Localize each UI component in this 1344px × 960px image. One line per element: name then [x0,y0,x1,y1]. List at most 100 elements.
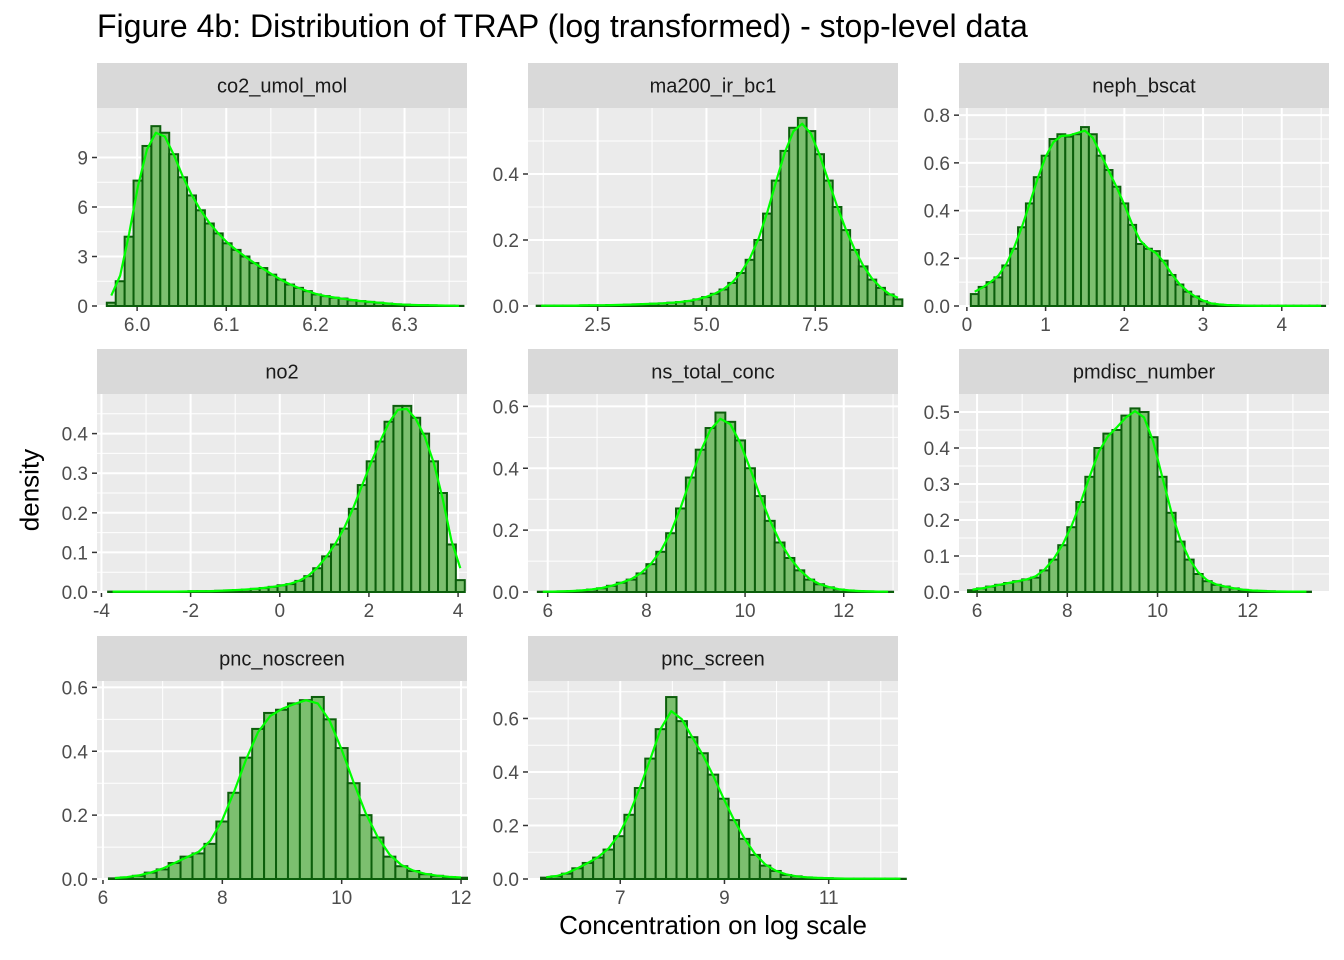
y-tick-label: 0.0 [62,583,88,604]
histogram-bar [239,756,254,880]
histogram-bar [645,563,658,593]
x-tick-label: 6 [98,888,109,909]
histogram-bar [410,416,422,594]
histogram-bar [717,797,730,881]
histogram-bar [191,852,206,880]
histogram-bar [312,567,324,593]
histogram-bar [1009,247,1020,308]
histogram-bar [654,728,668,881]
density-line [112,407,462,593]
histogram-bar [374,440,386,593]
histogram-bar [1021,578,1033,594]
histogram-bar [823,179,834,308]
y-tick-label: 0 [77,297,88,318]
density-line [546,710,901,880]
x-tick-label: 6 [542,601,553,622]
y-tick-label: 0.2 [493,816,519,837]
histogram-bar [1048,138,1059,307]
x-tick-label: 12 [833,601,854,622]
histogram-bar [1111,429,1123,593]
x-tick-label: 0 [274,601,285,622]
facet-panel-ns_total_conc: ns_total_conc 6 8 10 12 0.0 0.2 0.4 0.6 [493,349,898,622]
histogram-bar [203,222,215,307]
histogram-bar [437,492,448,593]
facet-panel-no2: no2 -4 -2 0 2 4 0.0 0.1 0.2 0.3 0.4 [62,349,467,622]
histogram-bar [1095,154,1106,307]
histogram-bar [310,695,325,880]
facet-strip [528,63,898,108]
histogram-bar [694,448,707,593]
x-tick-label: 10 [734,601,755,622]
histogram-bar [762,212,773,308]
histogram-bar [1075,501,1087,593]
y-tick-label: 3 [77,248,88,269]
facet-panel-co2_umol_mol: co2_umol_mol 6.0 6.1 6.2 6.3 0 3 6 9 [77,63,467,336]
histogram-bar [1039,569,1051,594]
y-tick-label: 0.3 [924,475,950,496]
histogram-bar [239,255,251,307]
histogram-bar [770,179,782,308]
density-line [110,131,460,307]
histogram-bar [1001,264,1012,307]
y-tick-label: 0.6 [62,678,88,699]
histogram-bar [718,288,730,307]
x-tick-label: 4 [453,601,464,622]
histogram-bar [866,278,878,308]
histogram-bar [227,791,242,880]
histogram-bars [536,411,895,594]
facet-panel-ma200_ir_bc1: ma200_ir_bc1 2.5 5.0 7.5 0.0 0.2 0.4 [493,63,904,336]
y-tick-label: 0.0 [62,870,88,891]
y-axis-label: density [14,448,45,532]
histogram-bar [727,819,741,880]
y-tick-label: 0.0 [493,870,519,891]
facet-strip-label: pnc_noscreen [219,649,345,671]
histogram-bar [1032,176,1043,307]
y-tick-label: 0.8 [924,106,950,127]
y-tick-label: 0.4 [493,763,520,784]
histogram-bar [857,265,869,307]
histogram-bar [644,757,657,881]
histogram-bar [365,460,377,593]
histogram-bar [1064,135,1075,307]
y-tick-label: 0.4 [62,742,89,763]
facet-strip-label: neph_bscat [1092,76,1196,98]
x-tick-label: 7.5 [802,315,828,336]
histogram-bar [1093,447,1105,593]
histogram-bar [298,699,313,881]
histogram-bar [1138,411,1150,593]
histogram-bar [392,404,404,593]
y-tick-label: 0.4 [493,459,520,480]
histogram-bar [602,848,615,880]
histogram-bar [1080,126,1090,307]
x-tick-label: 7 [615,888,626,909]
histogram-bar [796,116,808,308]
y-tick-label: 9 [77,149,88,170]
histogram-bar [753,239,765,307]
density-line [542,417,889,593]
histogram-bar [993,276,1004,308]
histogram-bar [251,727,266,880]
y-tick-label: 0.2 [62,806,88,827]
histogram-bar [215,820,230,880]
histogram-bar [753,495,766,593]
y-tick-label: 0.2 [924,511,950,532]
y-tick-label: 0.2 [924,249,950,270]
histogram-bar [892,298,904,307]
facet-strip-label: ma200_ir_bc1 [650,76,777,98]
y-tick-label: 0.3 [62,464,88,485]
x-tick-label: 2.5 [584,315,610,336]
histogram-bar [814,153,826,307]
x-tick-label: -4 [93,601,110,622]
histogram-bar [592,856,605,881]
y-tick-label: 0.6 [924,154,950,175]
x-tick-label: 3 [1198,315,1209,336]
x-tick-label: 2 [1119,315,1130,336]
x-tick-label: 5.0 [693,315,719,336]
histogram-bar [714,411,727,593]
histogram-bar [1165,511,1177,593]
facet-strip-label: pmdisc_number [1073,362,1216,384]
histogram-bar [985,281,996,308]
histogram-bar [266,273,278,307]
histogram-bar [168,153,180,307]
facet-strip-label: ns_total_conc [651,362,774,384]
